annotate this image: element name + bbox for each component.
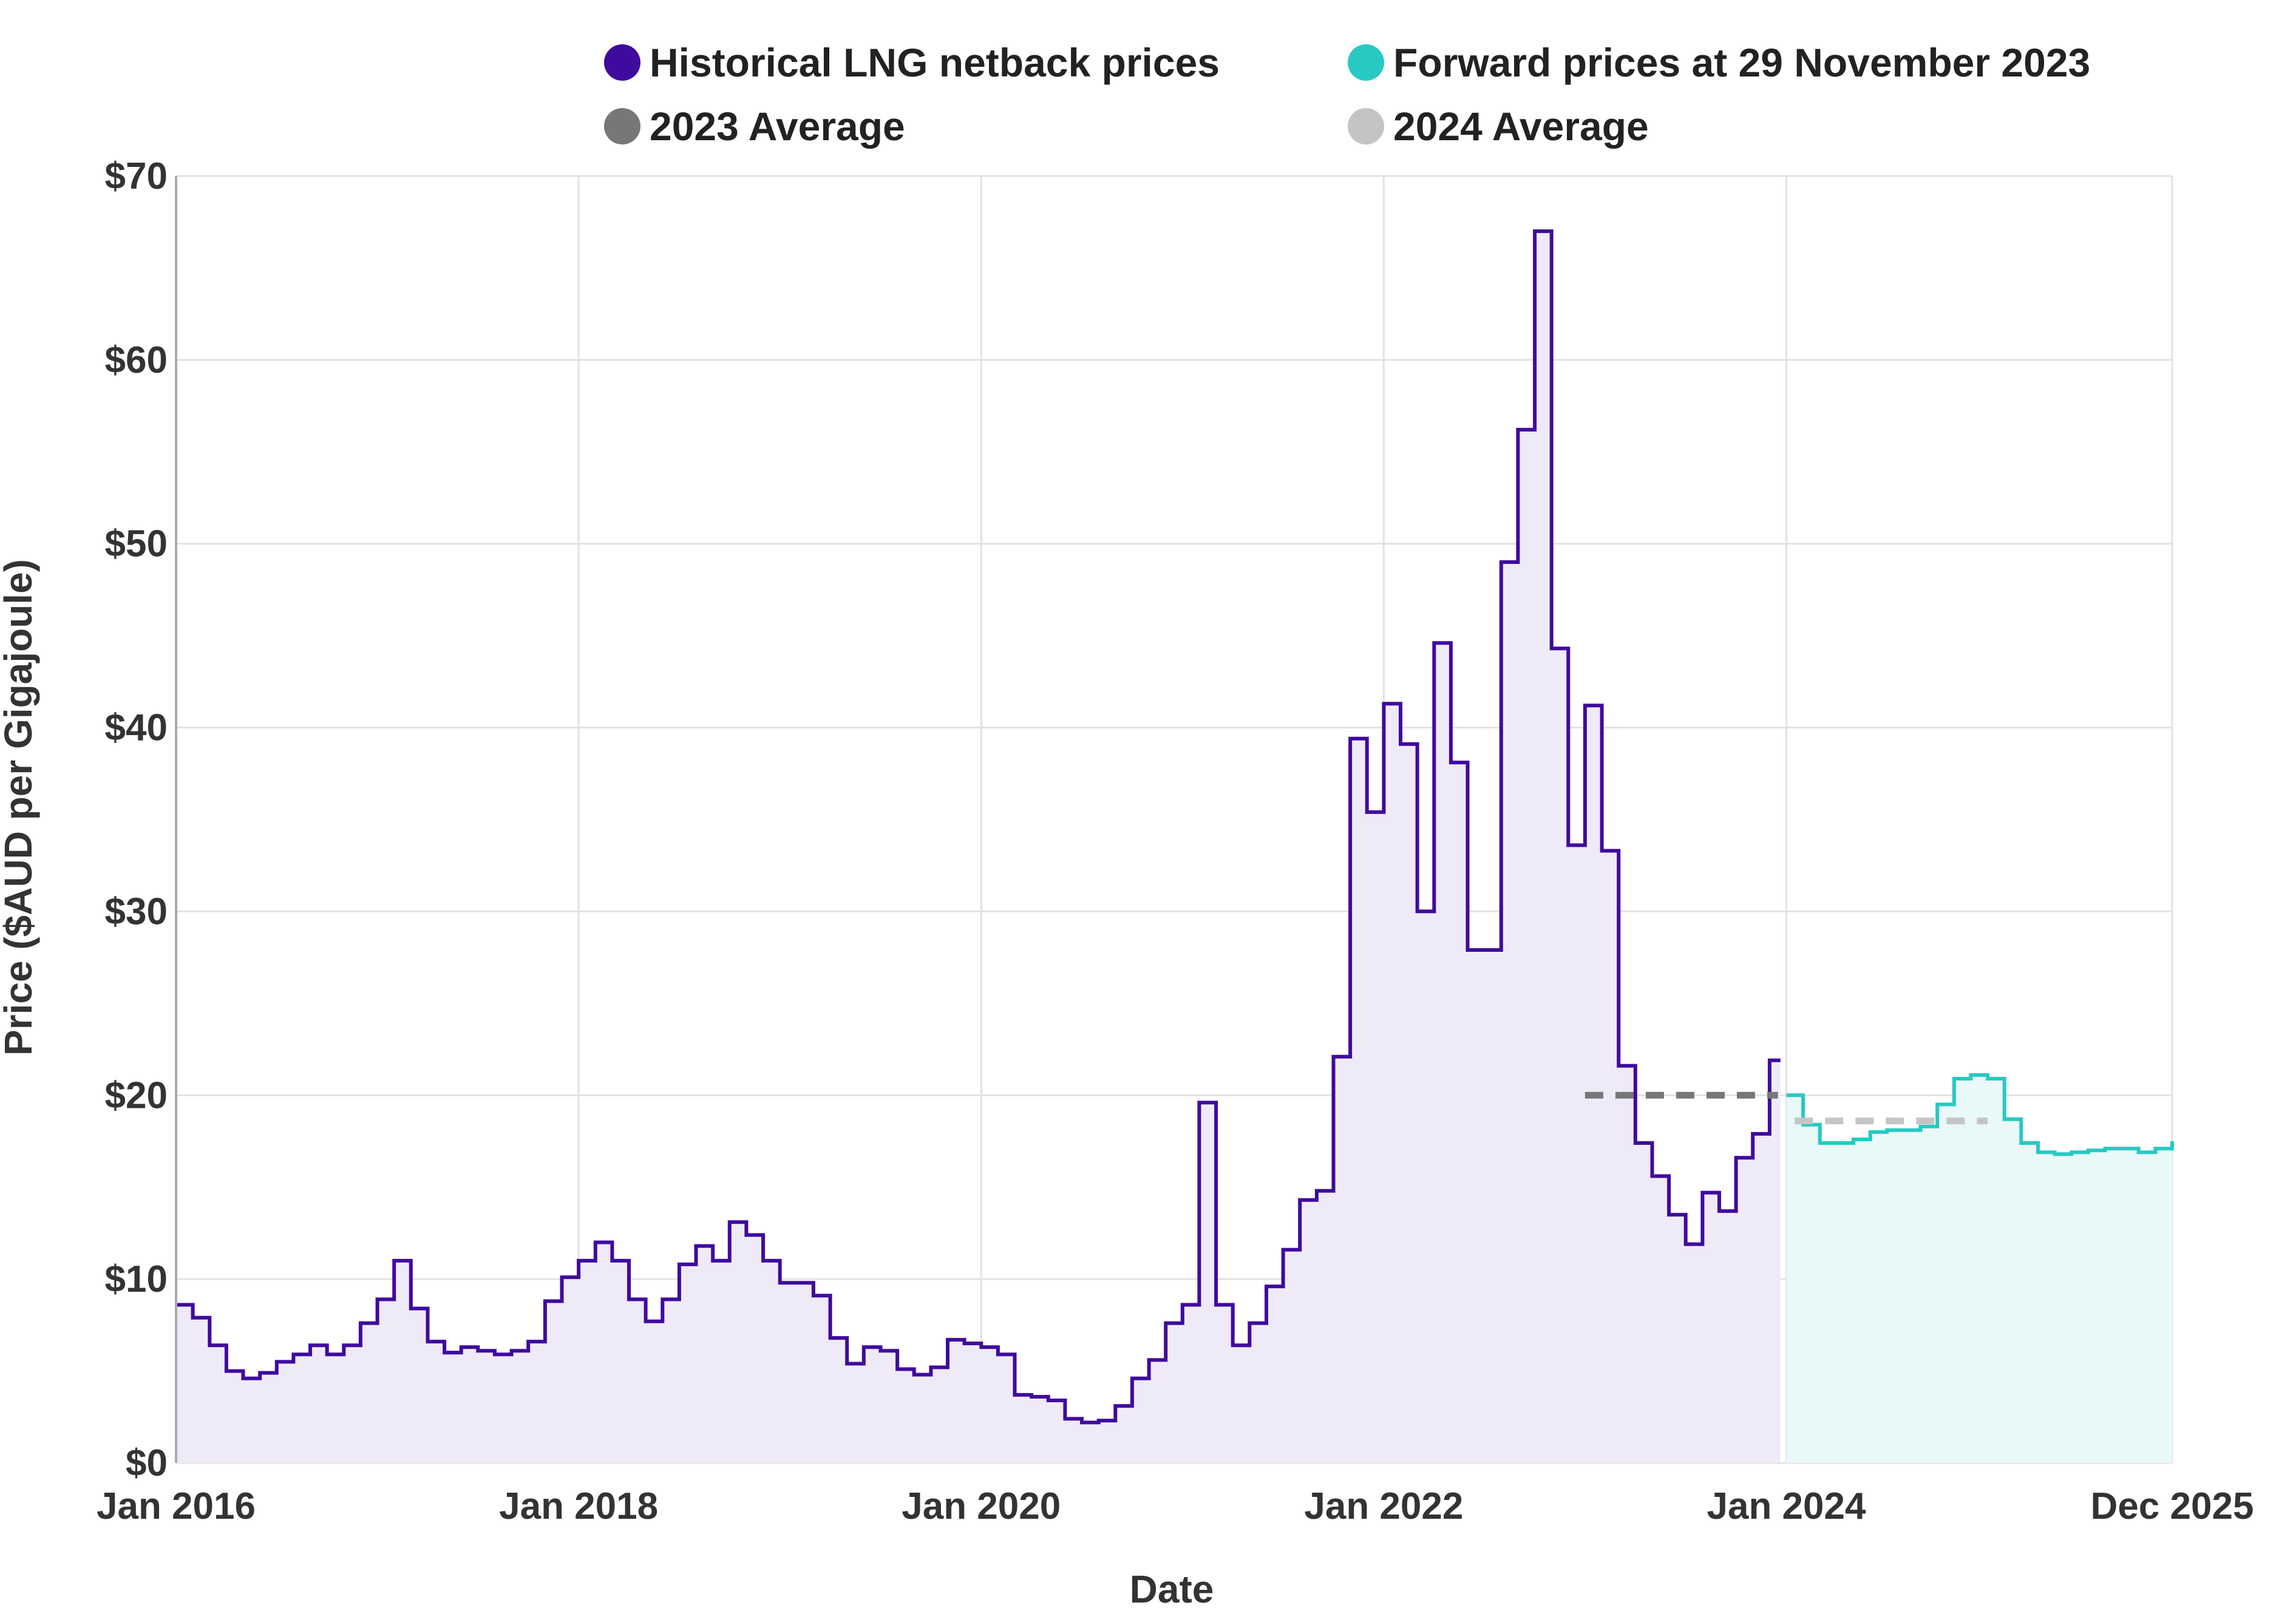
legend-marker-forward	[1348, 44, 1384, 81]
x-tick-label: Jan 2018	[499, 1485, 658, 1527]
y-tick-label: $30	[105, 891, 168, 932]
historical-price-line	[176, 229, 1781, 1425]
forward-price-line	[1786, 1073, 2174, 1156]
legend-marker-historical	[604, 44, 640, 81]
y-tick-label: $20	[105, 1074, 168, 1116]
historical-area	[176, 231, 1781, 1463]
legend-label-forward: Forward prices at 29 November 2023	[1393, 40, 2090, 85]
legend-item-historical[interactable]: Historical LNG netback prices	[604, 40, 1220, 85]
forward-area	[1786, 1075, 2172, 1463]
legend-label-2023-average: 2023 Average	[650, 104, 905, 149]
y-tick-label: $40	[105, 707, 168, 749]
legend-item-2023-average[interactable]: 2023 Average	[604, 104, 905, 149]
x-axis-title: Date	[1130, 1567, 1214, 1605]
legend-label-historical: Historical LNG netback prices	[650, 40, 1220, 85]
average-layer	[1584, 1091, 1988, 1125]
x-tick-label: Jan 2022	[1304, 1485, 1463, 1527]
x-tick-label: Jan 2020	[902, 1485, 1061, 1527]
legend-marker-2024-average	[1348, 108, 1384, 144]
x-tick-label: Jan 2016	[97, 1485, 256, 1527]
legend-item-2024-average[interactable]: 2024 Average	[1348, 104, 1649, 149]
y-axis-title: Price ($AUD per Gigajoule)	[0, 559, 40, 1056]
area-layer	[176, 231, 2172, 1463]
y-tick-label: $10	[105, 1258, 168, 1300]
y-tick-label: $0	[126, 1442, 168, 1484]
x-tick-label: Dec 2025	[2091, 1485, 2254, 1527]
legend-label-2024-average: 2024 Average	[1393, 104, 1649, 149]
line-layer	[176, 229, 2174, 1425]
legend-marker-2023-average	[604, 108, 640, 144]
y-tick-label: $50	[105, 523, 168, 565]
legend: Historical LNG netback prices Forward pr…	[604, 40, 2090, 149]
y-tick-label: $70	[105, 155, 168, 197]
axis-layer: $0 $10 $20 $30 $40 $50 $60 $70 Jan 2016 Jan 2018 J…	[97, 155, 2254, 1527]
x-tick-label: Jan 2024	[1707, 1485, 1867, 1527]
legend-item-forward[interactable]: Forward prices at 29 November 2023	[1348, 40, 2090, 85]
y-tick-label: $60	[105, 339, 168, 381]
